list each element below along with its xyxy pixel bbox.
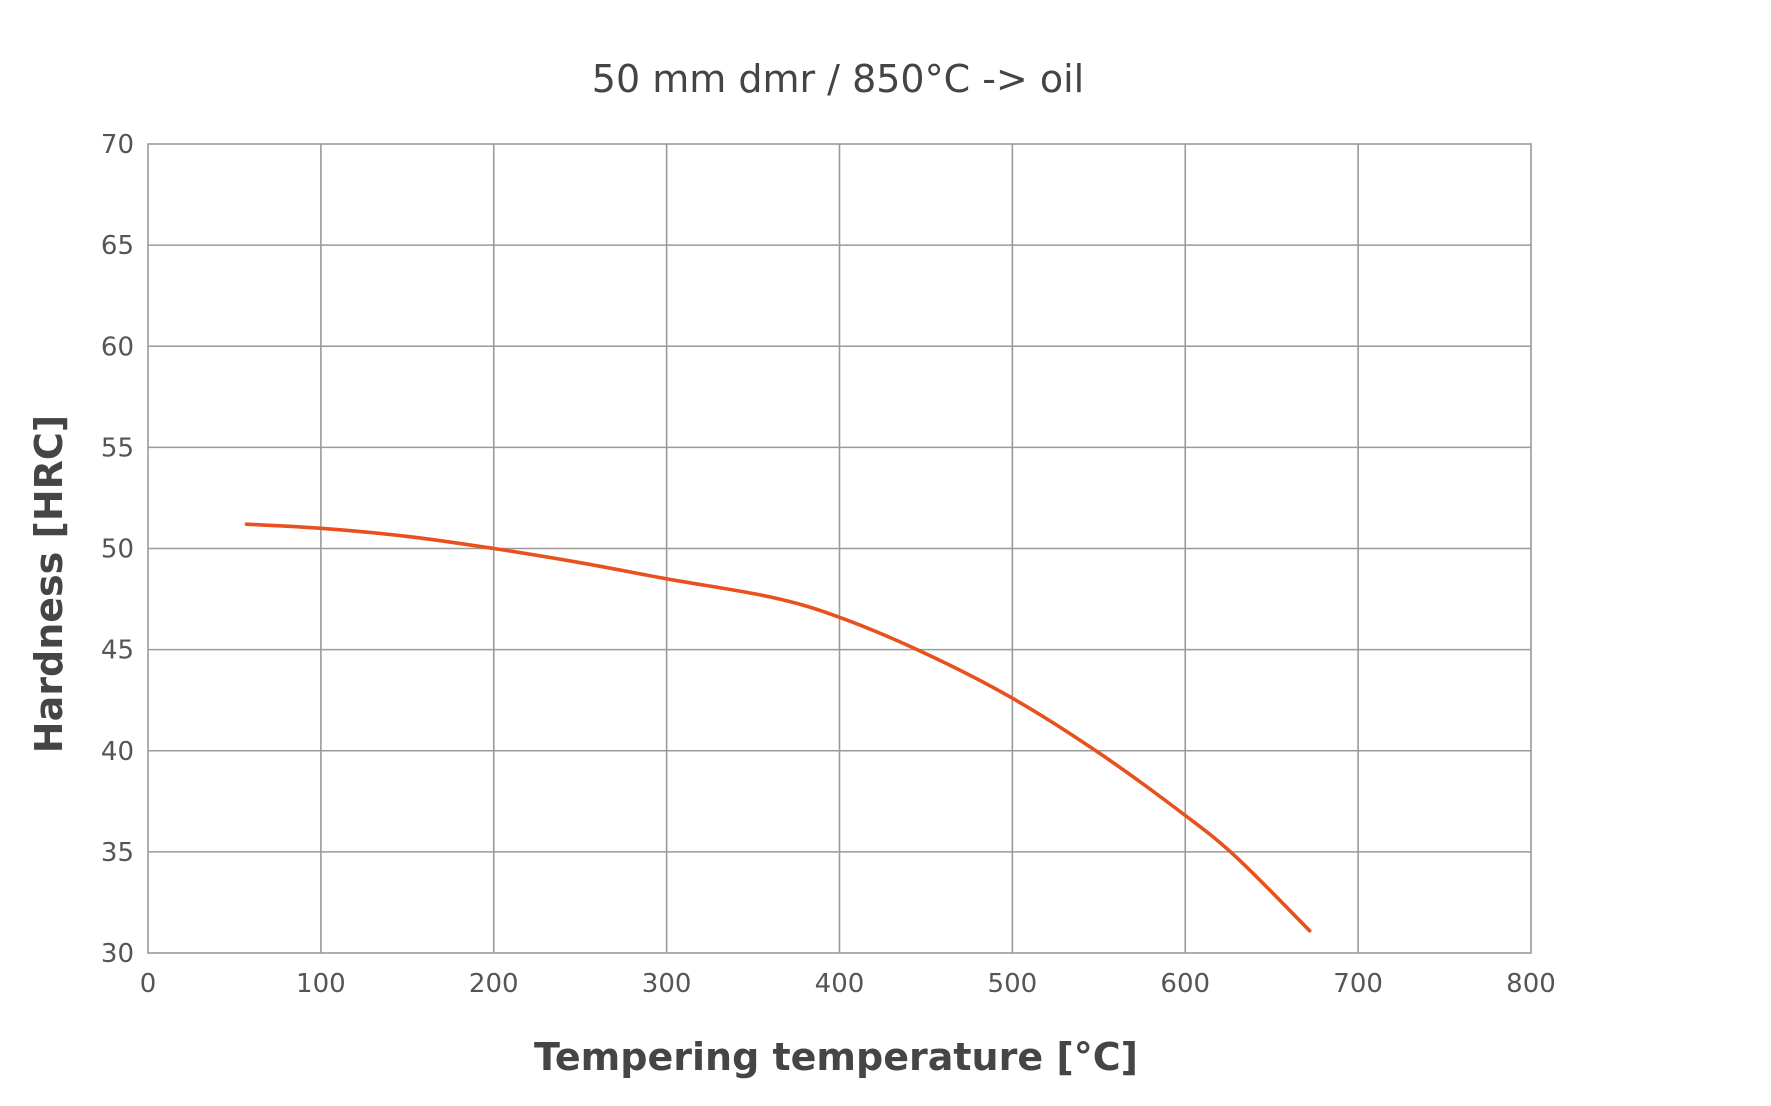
chart-title: 50 mm dmr / 850°C -> oil [592,57,1084,101]
y-axis: 30 35 40 45 50 55 60 65 70 [101,130,134,969]
y-tick-label: 45 [101,636,134,666]
y-tick-label: 65 [101,231,134,261]
y-tick-label: 40 [101,737,134,767]
x-tick-label: 500 [988,969,1038,999]
x-tick-label: 400 [815,969,865,999]
grid [148,144,1531,953]
y-tick-label: 60 [101,332,134,362]
y-tick-label: 30 [101,939,134,969]
x-axis: 0 100 200 300 400 500 600 700 800 [140,969,1556,999]
x-tick-label: 200 [469,969,519,999]
x-axis-title: Tempering temperature [°C] [534,1035,1138,1079]
y-tick-label: 35 [101,838,134,868]
plot-area [147,143,1532,954]
x-tick-label: 700 [1333,969,1383,999]
x-tick-label: 0 [140,969,157,999]
x-tick-label: 800 [1506,969,1556,999]
series-line [244,522,1312,933]
y-tick-label: 70 [101,130,134,160]
x-tick-label: 300 [642,969,692,999]
x-tick-label: 100 [296,969,346,999]
series-layer [244,522,1312,933]
y-axis-title: Hardness [HRC] [27,415,71,753]
y-tick-label: 50 [101,535,134,565]
y-tick-label: 55 [101,433,134,463]
x-tick-label: 600 [1160,969,1210,999]
